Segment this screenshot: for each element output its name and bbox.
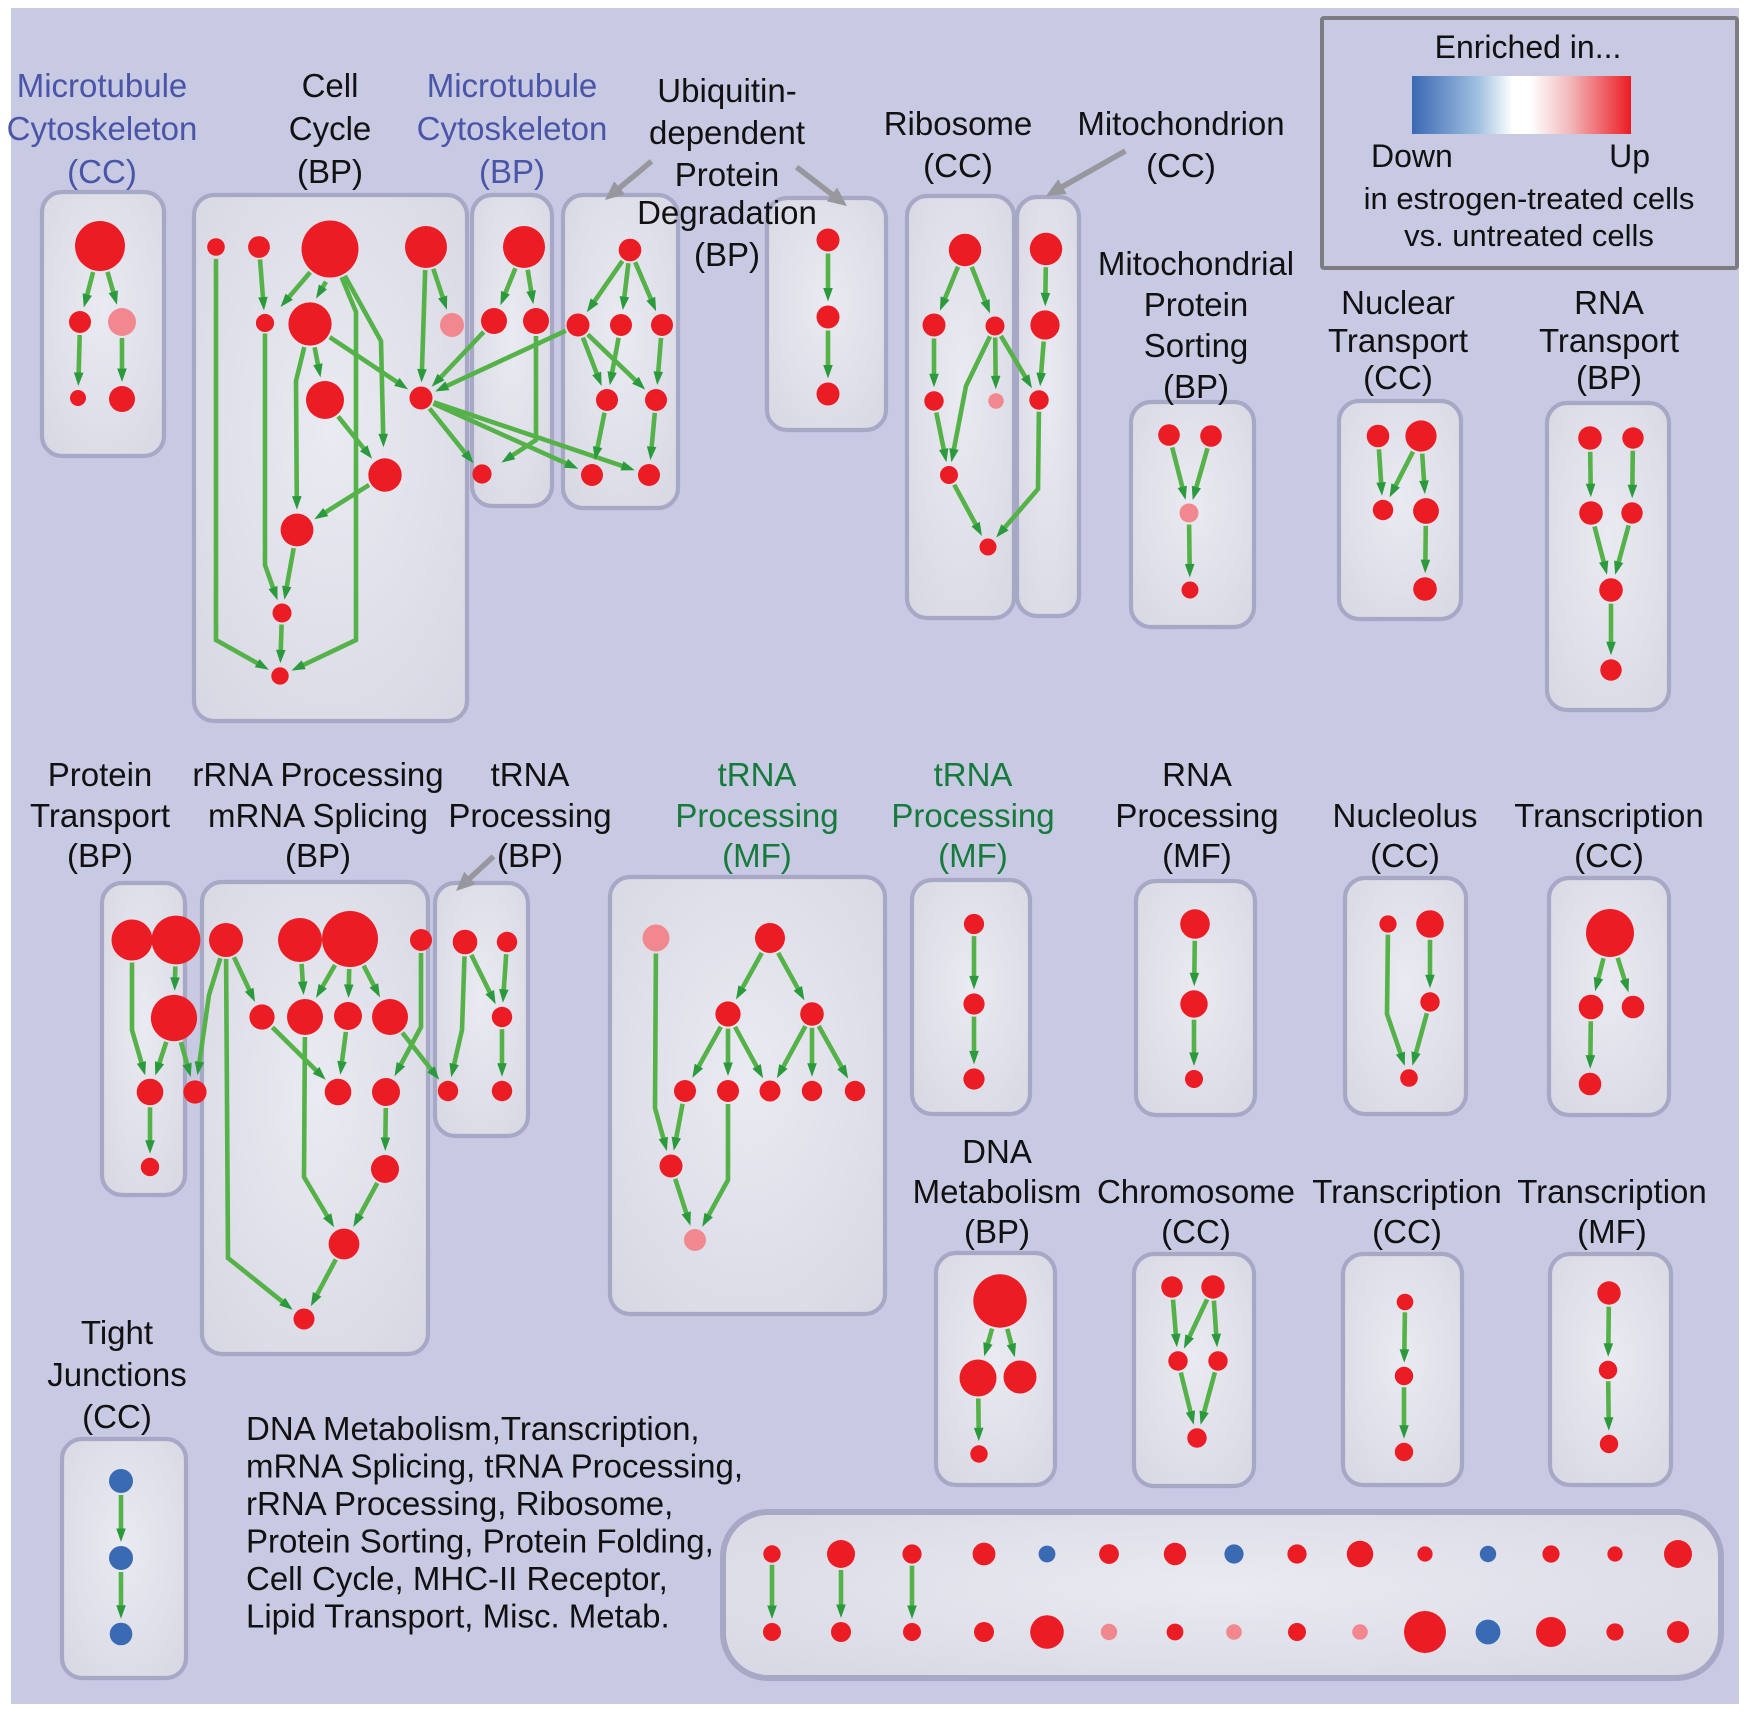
svg-text:Transport: Transport xyxy=(1539,322,1679,359)
svg-text:Degradation: Degradation xyxy=(637,194,817,231)
svg-text:Up: Up xyxy=(1609,138,1650,174)
svg-text:(BP): (BP) xyxy=(1163,368,1229,405)
svg-text:(CC): (CC) xyxy=(1146,147,1216,184)
svg-text:Transcription: Transcription xyxy=(1517,1173,1707,1210)
svg-text:(BP): (BP) xyxy=(297,153,363,190)
svg-text:Cytoskeleton: Cytoskeleton xyxy=(7,110,198,147)
svg-text:Cell: Cell xyxy=(302,67,359,104)
svg-text:Transcription: Transcription xyxy=(1312,1173,1502,1210)
svg-text:(CC): (CC) xyxy=(1161,1213,1231,1250)
svg-text:tRNA: tRNA xyxy=(718,756,797,793)
svg-text:Enriched in...: Enriched in... xyxy=(1435,29,1622,65)
svg-text:tRNA: tRNA xyxy=(934,756,1013,793)
svg-text:(CC): (CC) xyxy=(1363,359,1433,396)
svg-text:(CC): (CC) xyxy=(1370,837,1440,874)
svg-text:(BP): (BP) xyxy=(1576,359,1642,396)
svg-text:(CC): (CC) xyxy=(82,1398,152,1435)
svg-text:(BP): (BP) xyxy=(694,236,760,273)
svg-text:DNA: DNA xyxy=(962,1133,1032,1170)
svg-text:Processing: Processing xyxy=(448,797,611,834)
svg-text:Processing: Processing xyxy=(891,797,1054,834)
svg-text:Tight: Tight xyxy=(81,1314,153,1351)
svg-text:Microtubule: Microtubule xyxy=(427,67,598,104)
svg-text:(BP): (BP) xyxy=(479,153,545,190)
svg-text:Mitochondrial: Mitochondrial xyxy=(1098,245,1294,282)
svg-text:Chromosome: Chromosome xyxy=(1097,1173,1295,1210)
svg-text:(MF): (MF) xyxy=(1577,1213,1647,1250)
svg-text:Processing: Processing xyxy=(675,797,838,834)
svg-text:(BP): (BP) xyxy=(67,837,133,874)
svg-text:in estrogen-treated cells: in estrogen-treated cells xyxy=(1364,181,1695,216)
svg-text:Metabolism: Metabolism xyxy=(913,1173,1082,1210)
svg-text:(CC): (CC) xyxy=(1574,837,1644,874)
svg-text:Transcription: Transcription xyxy=(1514,797,1704,834)
svg-text:Junctions: Junctions xyxy=(47,1356,186,1393)
svg-text:(BP): (BP) xyxy=(497,837,563,874)
svg-text:Cycle: Cycle xyxy=(289,110,372,147)
svg-text:(MF): (MF) xyxy=(722,837,792,874)
svg-text:Cytoskeleton: Cytoskeleton xyxy=(417,110,608,147)
svg-text:Transport: Transport xyxy=(30,797,170,834)
svg-text:Down: Down xyxy=(1371,138,1453,174)
svg-text:Ubiquitin-: Ubiquitin- xyxy=(657,72,796,109)
svg-text:Mitochondrion: Mitochondrion xyxy=(1077,105,1284,142)
svg-text:Protein: Protein xyxy=(48,756,153,793)
svg-text:Cell Cycle, MHC-II Receptor,: Cell Cycle, MHC-II Receptor, xyxy=(246,1560,668,1597)
svg-text:Protein: Protein xyxy=(1144,286,1249,323)
svg-text:(CC): (CC) xyxy=(67,153,137,190)
svg-text:Lipid Transport, Misc. Metab.: Lipid Transport, Misc. Metab. xyxy=(246,1598,670,1635)
svg-text:DNA Metabolism,Transcription,: DNA Metabolism,Transcription, xyxy=(246,1410,700,1447)
svg-text:(CC): (CC) xyxy=(923,147,993,184)
svg-text:mRNA Splicing, tRNA Processing: mRNA Splicing, tRNA Processing, xyxy=(246,1448,743,1485)
svg-text:(MF): (MF) xyxy=(938,837,1008,874)
svg-text:Sorting: Sorting xyxy=(1144,327,1249,364)
svg-text:tRNA: tRNA xyxy=(491,756,570,793)
svg-text:Transport: Transport xyxy=(1328,322,1468,359)
svg-text:(MF): (MF) xyxy=(1162,837,1232,874)
svg-text:dependent: dependent xyxy=(649,114,805,151)
svg-text:rRNA Processing: rRNA Processing xyxy=(192,756,443,793)
svg-text:Microtubule: Microtubule xyxy=(17,67,188,104)
svg-text:(BP): (BP) xyxy=(964,1213,1030,1250)
svg-text:mRNA Splicing: mRNA Splicing xyxy=(208,797,428,834)
svg-text:Ribosome: Ribosome xyxy=(884,105,1033,142)
svg-text:rRNA Processing, Ribosome,: rRNA Processing, Ribosome, xyxy=(246,1485,673,1522)
svg-text:vs. untreated cells: vs. untreated cells xyxy=(1404,218,1654,253)
svg-text:RNA: RNA xyxy=(1162,756,1232,793)
svg-text:Protein: Protein xyxy=(675,156,780,193)
svg-text:RNA: RNA xyxy=(1574,284,1644,321)
svg-text:Protein Sorting, Protein Foldi: Protein Sorting, Protein Folding, xyxy=(246,1523,714,1560)
svg-text:(BP): (BP) xyxy=(285,837,351,874)
svg-text:Processing: Processing xyxy=(1115,797,1278,834)
svg-text:(CC): (CC) xyxy=(1372,1213,1442,1250)
svg-text:Nucleolus: Nucleolus xyxy=(1333,797,1478,834)
svg-text:Nuclear: Nuclear xyxy=(1341,284,1455,321)
